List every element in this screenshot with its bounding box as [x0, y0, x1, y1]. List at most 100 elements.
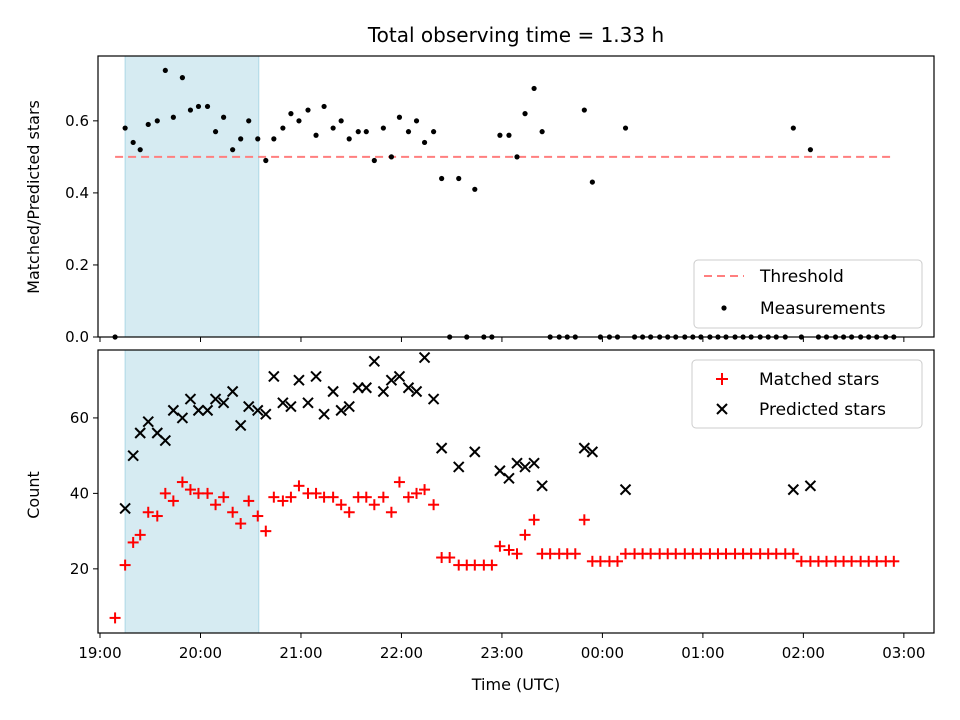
measurement-point: [330, 125, 336, 131]
measurement-point: [371, 157, 377, 164]
predicted-point-b: [277, 397, 289, 409]
predicted-point: [192, 404, 205, 417]
predicted-point: [252, 404, 264, 417]
measurement-point: [363, 129, 369, 135]
ratio-shaded-interval: [124, 55, 260, 338]
ratio-y-tick-label: 0.4: [65, 184, 89, 202]
predicted-point: [393, 370, 406, 383]
predicted-point: [385, 374, 398, 386]
measurement-point: [413, 118, 420, 124]
predicted-point: [260, 408, 272, 420]
measurement-point: [346, 136, 352, 142]
predicted-point: [578, 442, 591, 454]
count-axes-frame: [97, 349, 935, 634]
predicted-point: [402, 382, 415, 394]
predicted-point-b: [494, 465, 506, 477]
predicted-point-b: [427, 393, 440, 405]
predicted-point: [586, 446, 599, 458]
measurement-point: [130, 139, 136, 146]
predicted-point-b: [393, 370, 406, 383]
predicted-point: [302, 397, 314, 409]
matched-point: [310, 487, 322, 499]
measurement-point: [456, 175, 462, 182]
measurement-point: [154, 118, 160, 124]
measurement-point: [122, 125, 128, 131]
predicted-point: [268, 370, 280, 383]
measurement-point: [807, 147, 814, 153]
matched-point: [444, 552, 456, 564]
measurement-point: [313, 132, 319, 138]
measurement-point: [497, 132, 503, 138]
x-tick-label: 00:00: [581, 644, 624, 662]
matched-point: [243, 495, 255, 507]
predicted-point-b: [335, 404, 347, 417]
matched-point: [202, 487, 214, 499]
predicted-point-b: [511, 457, 523, 469]
predicted-point: [226, 385, 239, 398]
matched-point: [293, 480, 305, 492]
predicted-point-b: [159, 434, 172, 447]
matched-point: [360, 491, 372, 503]
measurement-point: [522, 111, 528, 117]
matched-point: [385, 506, 397, 518]
matched-point: [888, 555, 900, 567]
legend-measurements-label: Measurements: [760, 299, 886, 319]
matched-point: [252, 510, 264, 522]
measurement-point: [204, 103, 211, 110]
x-tick-label: 19:00: [78, 644, 121, 662]
matched-point: [377, 491, 389, 503]
measurement-point: [238, 136, 244, 142]
count-y-axis-label: Count: [24, 471, 43, 519]
measurement-point: [263, 157, 269, 164]
matched-point: [218, 491, 230, 503]
matched-point: [127, 536, 139, 548]
predicted-point-b: [385, 374, 398, 386]
predicted-point: [285, 400, 297, 413]
matched-point: [419, 484, 431, 496]
matched-point: [142, 506, 154, 518]
predicted-point: [435, 442, 448, 454]
count-panel: Count Time (UTC) 20 40 60 19:00 20:00 21:00 22…: [24, 349, 935, 694]
predicted-point-b: [804, 480, 817, 492]
predicted-point-b: [410, 385, 423, 398]
matched-point: [134, 529, 146, 541]
measurement-point: [506, 132, 512, 138]
x-tick-label: 01:00: [681, 644, 724, 662]
count-plot-area: 20 40 60 19:00 20:00 21:00 22:00 23:00 00:00 01:0…: [70, 349, 935, 662]
predicted-point-b: [293, 374, 305, 386]
x-tick-label: 22:00: [380, 644, 423, 662]
matched-point: [151, 510, 163, 522]
matched-point: [368, 499, 380, 511]
measurement-point: [589, 179, 595, 185]
measurement-point: [321, 103, 327, 110]
count-series-1: [119, 351, 817, 515]
predicted-point: [310, 370, 322, 383]
predicted-point: [217, 397, 230, 409]
matched-point: [611, 555, 623, 567]
predicted-point-b: [318, 408, 330, 420]
predicted-point-b: [209, 393, 222, 405]
predicted-point-b: [142, 415, 154, 428]
predicted-point-b: [217, 397, 230, 409]
predicted-point-b: [285, 400, 297, 413]
measurement-point: [221, 114, 227, 120]
measurement-point: [388, 154, 395, 160]
ratio-legend: Threshold Measurements: [693, 259, 923, 329]
x-tick-label: 03:00: [882, 644, 925, 662]
measurement-point: [531, 85, 537, 92]
measurement-point: [179, 75, 186, 81]
predicted-point: [277, 397, 289, 409]
legend-measurements-swatch: [721, 305, 727, 311]
predicted-point-b: [519, 461, 531, 473]
measurement-point: [380, 125, 386, 131]
predicted-point-b: [469, 446, 481, 458]
measurement-point: [396, 114, 403, 120]
measurement-point: [246, 118, 252, 124]
ratio-y-axis-label: Matched/Predicted stars: [24, 100, 43, 294]
matched-point: [268, 491, 280, 503]
predicted-point: [243, 400, 255, 413]
matched-point: [528, 514, 540, 526]
ratio-panel: Total observing time = 1.33 h Matched/Pr…: [24, 23, 935, 346]
predicted-point-b: [402, 382, 415, 394]
matched-point: [787, 548, 799, 560]
